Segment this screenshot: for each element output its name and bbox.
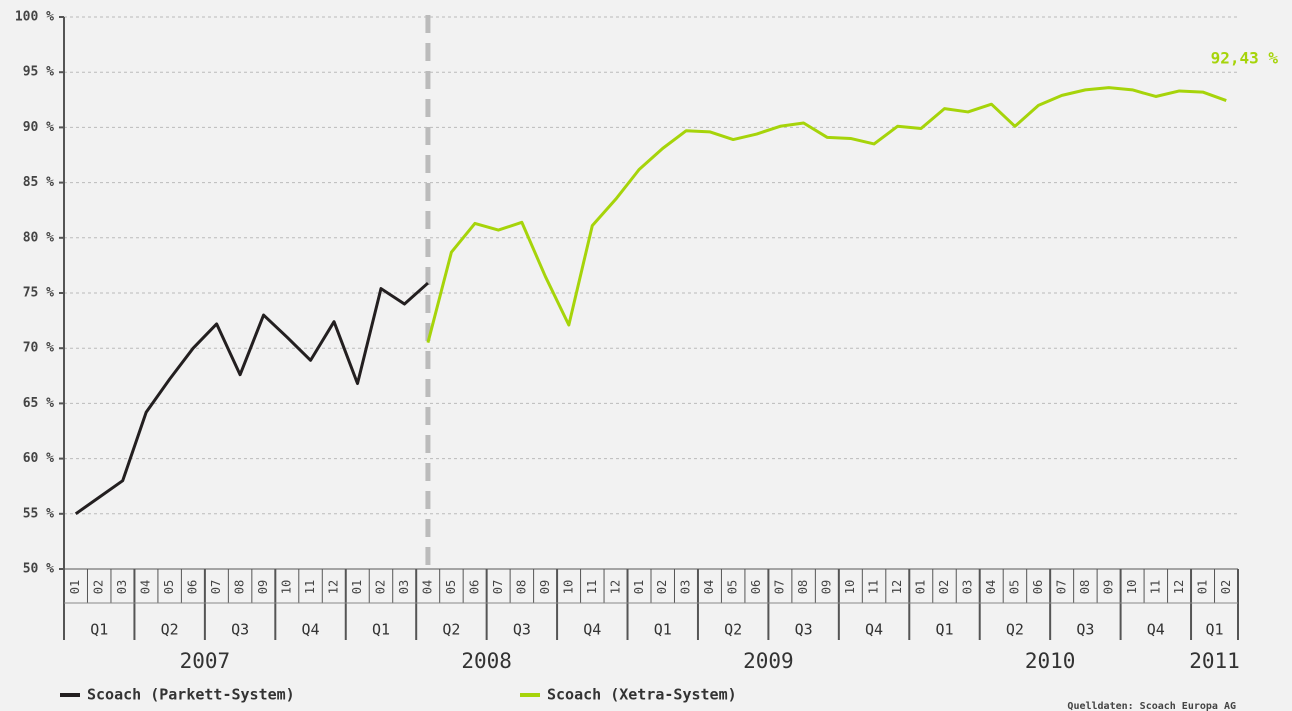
y-tick-label: 85 % (23, 175, 54, 190)
month-label: 08 (796, 580, 810, 594)
month-label: 06 (749, 580, 763, 594)
y-tick-label: 90 % (23, 120, 54, 135)
month-label: 09 (256, 580, 270, 594)
month-label: 08 (514, 580, 528, 594)
quarter-label: Q2 (1006, 621, 1024, 639)
month-label: 11 (303, 580, 317, 594)
legend-label: Scoach (Xetra-System) (547, 686, 737, 704)
month-label: 02 (655, 580, 669, 594)
y-tick-label: 65 % (23, 396, 54, 411)
month-label: 12 (327, 580, 341, 594)
month-label: 08 (233, 580, 247, 594)
month-label: 01 (350, 580, 364, 594)
y-tick-label: 75 % (23, 286, 54, 301)
y-tick-label: 95 % (23, 65, 54, 80)
month-label: 11 (1148, 580, 1162, 594)
quarter-label: Q2 (442, 621, 460, 639)
quarter-label: Q4 (583, 621, 601, 639)
quarter-label: Q1 (654, 621, 672, 639)
month-label: 11 (867, 580, 881, 594)
quarter-label: Q2 (161, 621, 179, 639)
year-label: 2007 (180, 649, 231, 673)
month-label: 09 (538, 580, 552, 594)
quarter-label: Q3 (1076, 621, 1094, 639)
month-label: 02 (92, 580, 106, 594)
month-label: 02 (373, 580, 387, 594)
month-label: 11 (585, 580, 599, 594)
month-label: 07 (1054, 580, 1068, 594)
month-label: 06 (467, 580, 481, 594)
month-label: 01 (914, 580, 928, 594)
legend-label: Scoach (Parkett-System) (87, 686, 295, 704)
quarter-label: Q1 (1205, 621, 1223, 639)
year-label: 2011 (1189, 649, 1240, 673)
y-tick-label: 55 % (23, 506, 54, 521)
month-label: 12 (1172, 580, 1186, 594)
month-label: 06 (1031, 580, 1045, 594)
quarter-label: Q1 (90, 621, 108, 639)
month-label: 05 (1007, 580, 1021, 594)
y-tick-label: 80 % (23, 230, 54, 245)
month-label: 03 (397, 580, 411, 594)
quarter-label: Q3 (513, 621, 531, 639)
quarter-label: Q1 (935, 621, 953, 639)
quarter-label: Q4 (865, 621, 883, 639)
series-line (74, 281, 429, 516)
month-label: 03 (960, 580, 974, 594)
month-label: 09 (1101, 580, 1115, 594)
quarter-label: Q4 (302, 621, 320, 639)
series-line (426, 86, 1227, 344)
month-label: 10 (280, 580, 294, 594)
month-label: 07 (773, 580, 787, 594)
month-label: 10 (843, 580, 857, 594)
month-label: 04 (139, 580, 153, 594)
month-label: 09 (820, 580, 834, 594)
y-tick-label: 100 % (15, 10, 54, 25)
month-label: 05 (444, 580, 458, 594)
quarter-label: Q3 (231, 621, 249, 639)
month-label: 07 (209, 580, 223, 594)
y-tick-label: 60 % (23, 451, 54, 466)
month-label: 04 (420, 580, 434, 594)
year-label: 2010 (1025, 649, 1076, 673)
month-label: 02 (1219, 580, 1233, 594)
source: Quelldaten: Scoach Europa AG (1067, 701, 1236, 711)
month-label: 12 (890, 580, 904, 594)
month-label: 01 (68, 580, 82, 594)
quarter-label: Q3 (795, 621, 813, 639)
quarter-label: Q2 (724, 621, 742, 639)
month-label: 02 (937, 580, 951, 594)
y-tick-label: 50 % (23, 562, 54, 577)
month-label: 01 (632, 580, 646, 594)
month-label: 07 (491, 580, 505, 594)
month-label: 08 (1078, 580, 1092, 594)
month-label: 12 (608, 580, 622, 594)
month-label: 04 (702, 580, 716, 594)
y-tick-label: 70 % (23, 341, 54, 356)
month-label: 04 (984, 580, 998, 594)
month-label: 06 (186, 580, 200, 594)
month-label: 03 (679, 580, 693, 594)
quarter-label: Q4 (1147, 621, 1165, 639)
month-label: 10 (561, 580, 575, 594)
value-label: 92,43 % (1211, 49, 1279, 68)
month-label: 10 (1125, 580, 1139, 594)
month-label: 01 (1195, 580, 1209, 594)
month-label: 05 (726, 580, 740, 594)
year-label: 2009 (743, 649, 794, 673)
month-label: 03 (115, 580, 129, 594)
year-label: 2008 (461, 649, 512, 673)
month-label: 05 (162, 580, 176, 594)
quarter-label: Q1 (372, 621, 390, 639)
